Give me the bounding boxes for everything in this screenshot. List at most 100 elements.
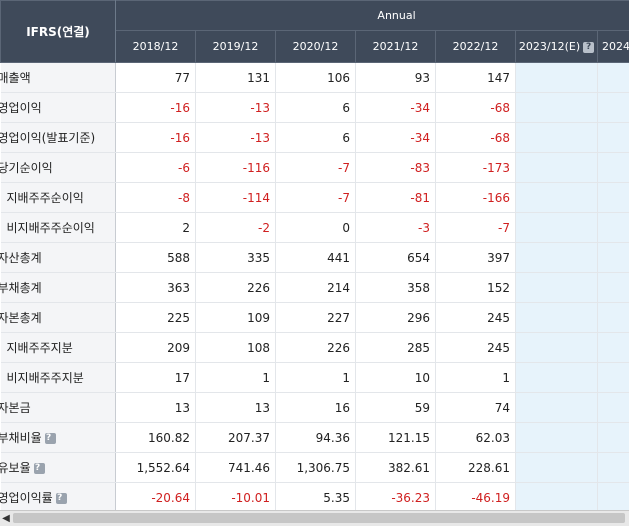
table-row: 지배주주지분 209 108 226 285 245 <box>0 332 629 363</box>
estimate-cell <box>515 122 598 153</box>
help-icon[interactable]: ? <box>33 463 45 474</box>
estimate-cell <box>515 482 598 510</box>
value-cell: 335 <box>195 242 276 273</box>
help-icon[interactable]: ? <box>44 433 56 444</box>
value-cell: 588 <box>115 242 196 273</box>
table-row: 지배주주순이익 -8 -114 -7 -81 -166 <box>0 182 629 213</box>
value-cell: 59 <box>355 392 436 423</box>
table-row: 영업이익 -16 -13 6 -34 -68 <box>0 92 629 123</box>
row-label-text: 부채비율 <box>0 431 42 445</box>
value-cell: -81 <box>355 182 436 213</box>
value-cell: 1,552.64 <box>115 452 196 483</box>
value-cell: 245 <box>435 332 516 363</box>
row-label-text: 지배주주지분 <box>6 341 73 355</box>
row-label-text: 유보율 <box>0 461 31 475</box>
value-cell: 209 <box>115 332 196 363</box>
estimate-cell <box>515 422 598 453</box>
value-cell: 741.46 <box>195 452 276 483</box>
horizontal-scrollbar[interactable]: ◀ <box>0 510 629 526</box>
estimate-cell <box>515 242 598 273</box>
value-cell: 1 <box>275 362 356 393</box>
scrollbar-thumb[interactable] <box>13 513 625 523</box>
value-cell: 296 <box>355 302 436 333</box>
year-header: 2019/12 <box>195 30 276 63</box>
value-cell: 227 <box>275 302 356 333</box>
value-cell: -36.23 <box>355 482 436 510</box>
row-label: 비지배주주순이익 <box>0 212 116 243</box>
estimate-cell <box>515 62 598 93</box>
value-cell: -7 <box>435 212 516 243</box>
financial-summary-table: IFRS(연결) Annual 2018/12 2019/12 2020/12 … <box>0 0 629 510</box>
value-cell: -13 <box>195 92 276 123</box>
value-cell: 93 <box>355 62 436 93</box>
value-cell: 62.03 <box>435 422 516 453</box>
row-label: 자본총계 <box>0 302 116 333</box>
table-row: 자본금 13 13 16 59 74 <box>0 392 629 423</box>
row-label: 당기순이익 <box>0 152 116 183</box>
row-label-text: 비지배주주지분 <box>6 371 84 385</box>
estimate-cell <box>597 332 629 363</box>
row-label-text: 자산총계 <box>0 251 42 265</box>
row-label: 영업이익률? <box>0 482 116 510</box>
help-icon[interactable]: ? <box>583 41 595 53</box>
value-cell: 106 <box>275 62 356 93</box>
value-cell: -34 <box>355 122 436 153</box>
value-cell: 397 <box>435 242 516 273</box>
row-label-text: 영업이익 <box>0 101 42 115</box>
value-cell: 285 <box>355 332 436 363</box>
year-header: 2022/12 <box>435 30 516 63</box>
estimate-cell <box>597 392 629 423</box>
value-cell: 16 <box>275 392 356 423</box>
annual-group-header: Annual <box>114 0 629 32</box>
estimate-cell <box>515 362 598 393</box>
table-row: 비지배주주지분 17 1 1 10 1 <box>0 362 629 393</box>
row-label: 자본금 <box>0 392 116 423</box>
value-cell: -68 <box>435 92 516 123</box>
value-cell: 2 <box>115 212 196 243</box>
value-cell: 152 <box>435 272 516 303</box>
row-label: 지배주주지분 <box>0 332 116 363</box>
value-cell: 441 <box>275 242 356 273</box>
value-cell: 121.15 <box>355 422 436 453</box>
value-cell: -2 <box>195 212 276 243</box>
value-cell: 147 <box>435 62 516 93</box>
year-header: 2021/12 <box>355 30 436 63</box>
scroll-left-arrow-icon[interactable]: ◀ <box>2 513 10 524</box>
value-cell: -116 <box>195 152 276 183</box>
row-label-text: 자본총계 <box>0 311 42 325</box>
table-row: 영업이익(발표기준) -16 -13 6 -34 -68 <box>0 122 629 153</box>
value-cell: 74 <box>435 392 516 423</box>
row-label: 비지배주주지분 <box>0 362 116 393</box>
estimate-year-label-2: 2024/ <box>602 40 629 54</box>
help-icon[interactable]: ? <box>55 493 67 504</box>
row-label-text: 영업이익(발표기준) <box>0 131 96 145</box>
estimate-cell <box>515 452 598 483</box>
value-cell: 228.61 <box>435 452 516 483</box>
value-cell: 1 <box>195 362 276 393</box>
table-row: 부채총계 363 226 214 358 152 <box>0 272 629 303</box>
value-cell: 245 <box>435 302 516 333</box>
table-row: 당기순이익 -6 -116 -7 -83 -173 <box>0 152 629 183</box>
table-row: 영업이익률? -20.64 -10.01 5.35 -36.23 -46.19 <box>0 482 629 510</box>
value-cell: -16 <box>115 92 196 123</box>
estimate-cell <box>597 302 629 333</box>
value-cell: 225 <box>115 302 196 333</box>
value-cell: 1,306.75 <box>275 452 356 483</box>
value-cell: 382.61 <box>355 452 436 483</box>
value-cell: -114 <box>195 182 276 213</box>
estimate-year-header: 2023/12(E)? <box>515 30 598 63</box>
row-label-text: 영업이익률 <box>0 491 53 505</box>
value-cell: -46.19 <box>435 482 516 510</box>
row-label-text: 당기순이익 <box>0 161 53 175</box>
value-cell: 10 <box>355 362 436 393</box>
estimate-cell <box>515 332 598 363</box>
value-cell: 131 <box>195 62 276 93</box>
value-cell: -3 <box>355 212 436 243</box>
estimate-cell <box>597 242 629 273</box>
value-cell: -166 <box>435 182 516 213</box>
row-label: 지배주주순이익 <box>0 182 116 213</box>
value-cell: -7 <box>275 182 356 213</box>
row-label: 영업이익 <box>0 92 116 123</box>
value-cell: 160.82 <box>115 422 196 453</box>
value-cell: -83 <box>355 152 436 183</box>
